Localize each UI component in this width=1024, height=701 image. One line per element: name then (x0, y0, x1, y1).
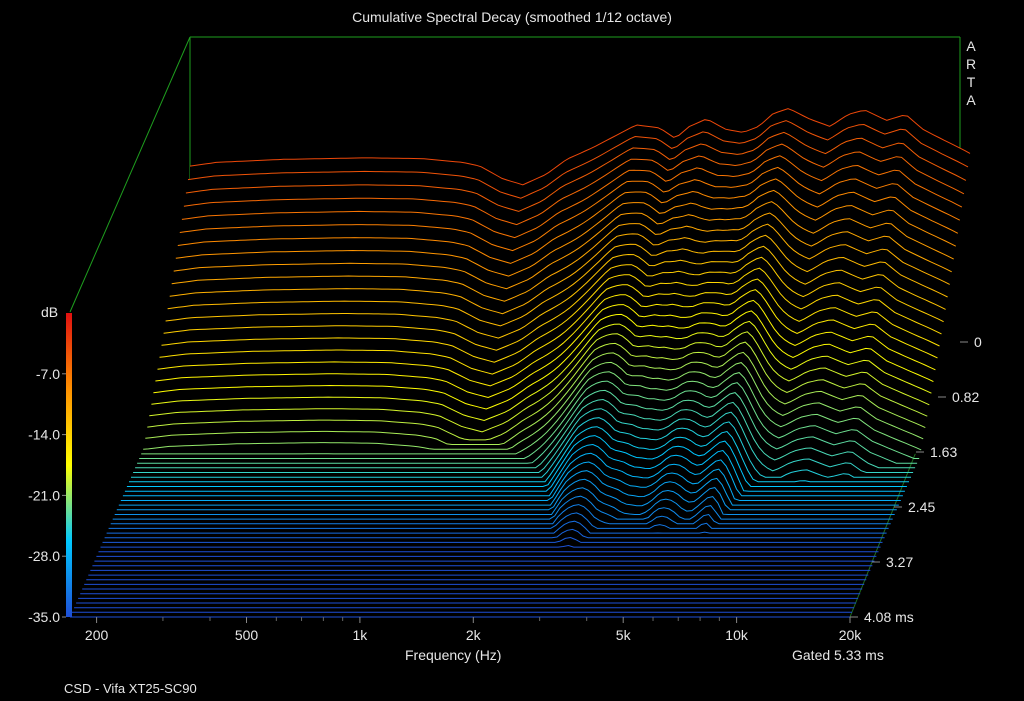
decay-slice-line (149, 331, 930, 433)
x-axis-label: Frequency (Hz) (405, 647, 502, 663)
x-tick-label: 500 (235, 627, 259, 643)
decay-slice-line (131, 417, 911, 478)
x-tick-label: 10k (725, 627, 749, 643)
time-tick-label: 4.08 ms (864, 609, 914, 625)
z-tick-label: -14.0 (28, 427, 60, 443)
decay-slice-line (175, 189, 957, 277)
colorbar-gradient (66, 313, 72, 617)
arta-letter: A (966, 38, 976, 54)
x-tick-label: 20k (839, 627, 863, 643)
decay-slice-line (189, 108, 971, 186)
time-tick-label: 2.45 (908, 499, 935, 515)
decay-slice-line (141, 371, 922, 455)
decay-slice-line (100, 544, 881, 548)
decay-slice-line (112, 495, 893, 520)
frame-left-diagonal (69, 36, 191, 313)
z-tick-label: -28.0 (28, 548, 60, 564)
decay-slice-line (163, 256, 944, 351)
decay-slice-mask (118, 470, 899, 506)
z-tick-label: -21.0 (28, 487, 60, 503)
z-tick-label: -7.0 (36, 366, 60, 382)
decay-slice-line (137, 389, 918, 464)
decay-slice-mask (106, 521, 887, 534)
decay-slices (70, 108, 971, 618)
x-tick-label: 2k (466, 627, 482, 643)
decay-slice-line (171, 212, 952, 302)
decay-slice-line (179, 166, 961, 252)
decay-slice-line (169, 223, 950, 315)
decay-slice-line (122, 452, 903, 497)
decay-slice-line (102, 536, 883, 543)
decay-slice-line (129, 426, 909, 483)
decay-slice-line (161, 267, 942, 363)
decay-slice-line (185, 131, 967, 212)
z-tick-label: -35.0 (28, 609, 60, 625)
decay-slice-line (106, 520, 887, 534)
decay-slice-line (177, 178, 959, 264)
decay-slice-line (126, 435, 907, 487)
decay-slice-line (187, 120, 969, 199)
decay-slice-line (147, 341, 928, 441)
decay-slice-line (143, 361, 924, 450)
x-tick-label: 5k (616, 627, 632, 643)
decay-slice-line (181, 155, 963, 239)
time-tick-label: 1.63 (930, 444, 957, 460)
x-tick-label: 1k (352, 627, 368, 643)
decay-slice-line (104, 528, 885, 539)
gate-time-label: Gated 5.33 ms (792, 647, 884, 663)
arta-letter: T (966, 74, 976, 90)
axis-ticks: 200 500 1k 2k 5k 10k 20k -7.0 -14.0 -21.0 -28.0 -35… (28, 334, 982, 643)
db-colorbar (66, 313, 72, 617)
decay-slice-line (114, 487, 895, 515)
decay-slice-line (167, 234, 948, 327)
decay-slice-line (120, 461, 901, 501)
decay-slice-line (116, 478, 897, 511)
decay-slice-line (139, 380, 920, 459)
measurement-caption: CSD - Vifa XT25-SC90 (64, 681, 197, 696)
decay-slice-line (118, 470, 899, 506)
decay-slice-line (124, 443, 905, 492)
z-axis-label: dB (41, 304, 59, 320)
chart-title: Cumulative Spectral Decay (smoothed 1/12… (352, 9, 672, 25)
decay-slice-line (157, 289, 938, 387)
decay-slice-line (145, 351, 926, 445)
x-tick-label: 200 (85, 627, 109, 643)
arta-letter: R (965, 56, 977, 72)
decay-slice-line (155, 299, 936, 399)
arta-letter: A (966, 92, 976, 108)
decay-slice-line (173, 201, 954, 290)
decay-slice-line (133, 408, 914, 473)
decay-slice-line (151, 320, 932, 422)
decay-slice-line (165, 245, 946, 339)
decay-slice-line (183, 143, 965, 226)
time-tick-label: 3.27 (886, 554, 913, 570)
decay-slice-mask (112, 496, 893, 520)
decay-slice-mask (108, 512, 889, 529)
decay-slice-mask (114, 487, 895, 515)
decay-slice-line (153, 310, 934, 410)
time-tick-label: 0 (974, 334, 982, 350)
time-tick-label: 0.82 (952, 389, 979, 405)
decay-slice-line (110, 504, 891, 525)
decay-slice-line (108, 512, 889, 529)
decay-slice-line (135, 398, 916, 469)
decay-slice-line (159, 278, 940, 375)
